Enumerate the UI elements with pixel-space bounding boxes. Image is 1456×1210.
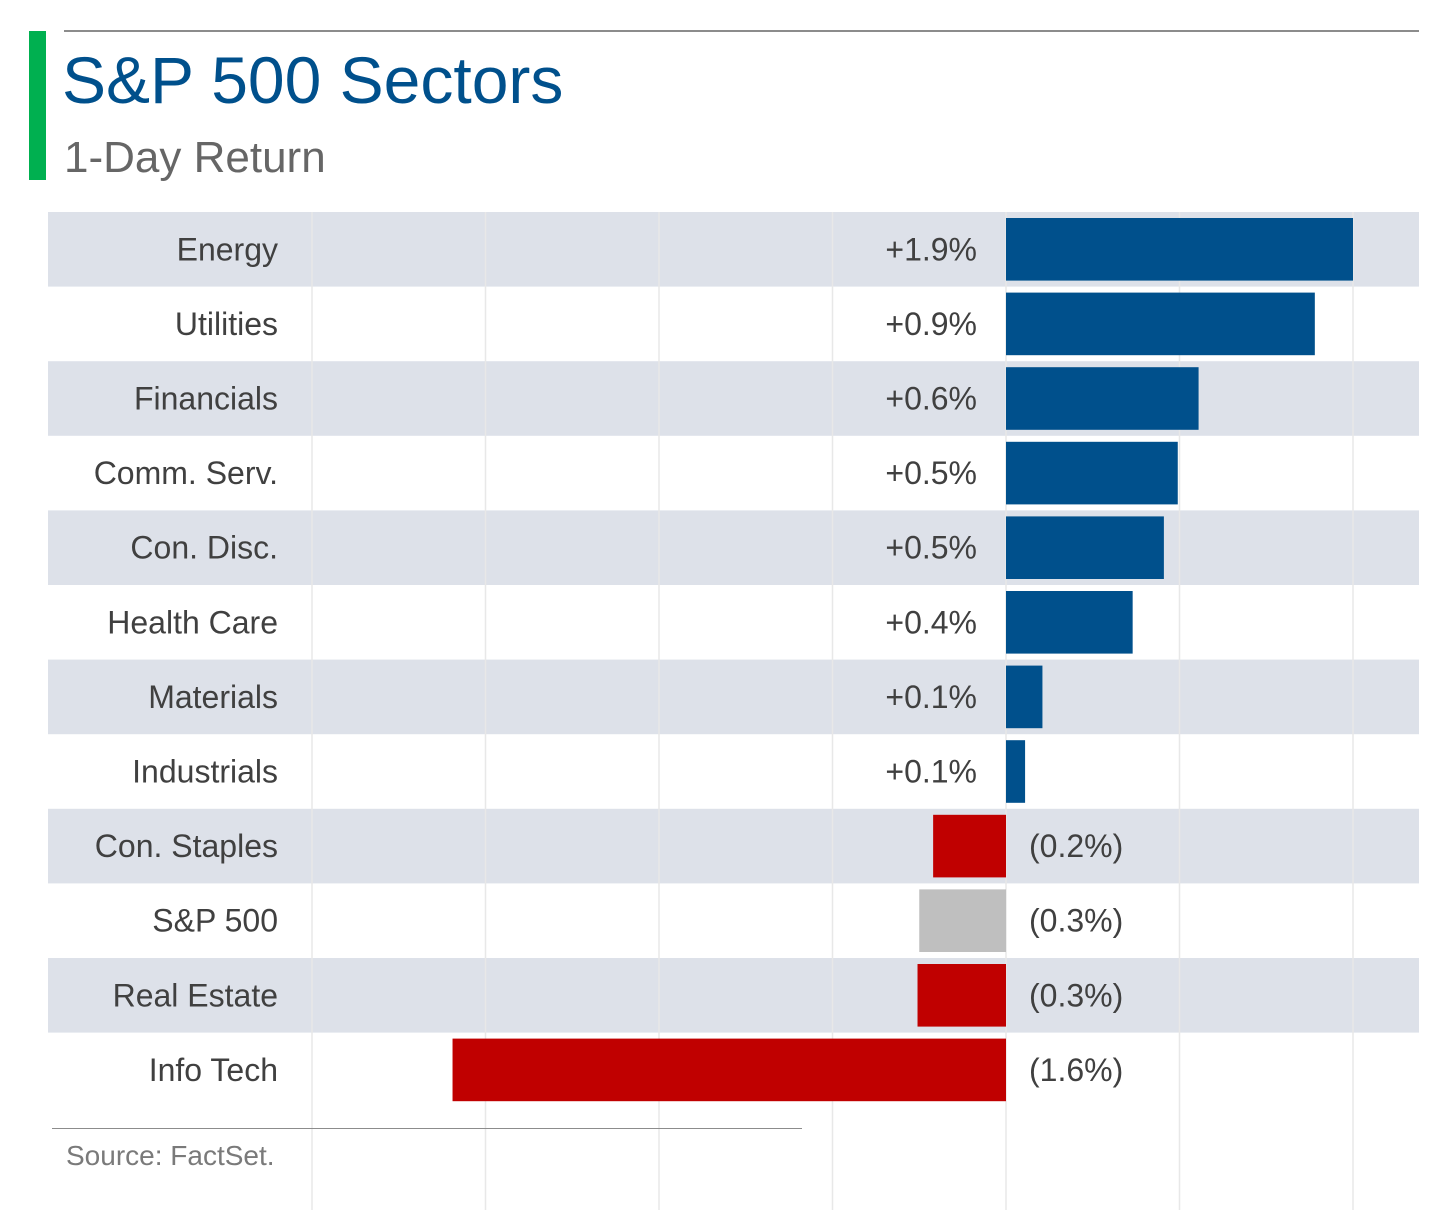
row-band	[48, 958, 1419, 1033]
category-label: Comm. Serv.	[94, 455, 278, 491]
source-note: Source: FactSet.	[66, 1140, 275, 1171]
source-rule	[52, 1128, 802, 1129]
bar	[1006, 367, 1199, 430]
category-label: Info Tech	[149, 1052, 278, 1088]
category-label: S&P 500	[152, 903, 278, 939]
value-label: (0.3%)	[1029, 977, 1123, 1013]
bar	[1006, 441, 1178, 505]
bar	[933, 814, 1006, 878]
bar	[452, 1038, 1006, 1102]
category-label: Utilities	[175, 306, 278, 342]
bar	[1006, 292, 1315, 356]
bar	[1006, 740, 1026, 803]
bar	[917, 964, 1006, 1027]
category-label: Financials	[134, 381, 278, 417]
value-label: (1.6%)	[1029, 1052, 1123, 1088]
category-label: Con. Staples	[95, 828, 278, 864]
value-label: (0.2%)	[1029, 828, 1123, 864]
row-band	[48, 659, 1419, 735]
chart-subtitle: 1-Day Return	[64, 133, 326, 182]
bar	[1006, 516, 1164, 579]
row-band	[48, 510, 1419, 585]
bar	[1006, 665, 1043, 729]
value-label: +0.5%	[885, 530, 977, 566]
bar	[919, 889, 1006, 952]
value-label: +0.4%	[885, 604, 977, 640]
row-band	[48, 808, 1419, 884]
value-label: +0.9%	[885, 306, 977, 342]
value-label: +0.6%	[885, 381, 977, 417]
title-accent-bar	[29, 31, 46, 180]
value-label: (0.3%)	[1029, 903, 1123, 939]
category-label: Industrials	[132, 754, 278, 790]
category-label: Health Care	[107, 604, 278, 640]
bar	[1006, 591, 1133, 654]
category-label: Energy	[177, 231, 278, 267]
value-label: +0.1%	[885, 679, 977, 715]
value-label: +0.1%	[885, 754, 977, 790]
category-label: Materials	[148, 679, 278, 715]
chart-title: S&P 500 Sectors	[62, 43, 564, 117]
category-label: Real Estate	[113, 977, 278, 1013]
top-rule	[64, 30, 1419, 32]
category-label: Con. Disc.	[130, 530, 278, 566]
value-label: +0.5%	[885, 455, 977, 491]
value-label: +1.9%	[885, 231, 977, 267]
bar	[1006, 218, 1353, 281]
